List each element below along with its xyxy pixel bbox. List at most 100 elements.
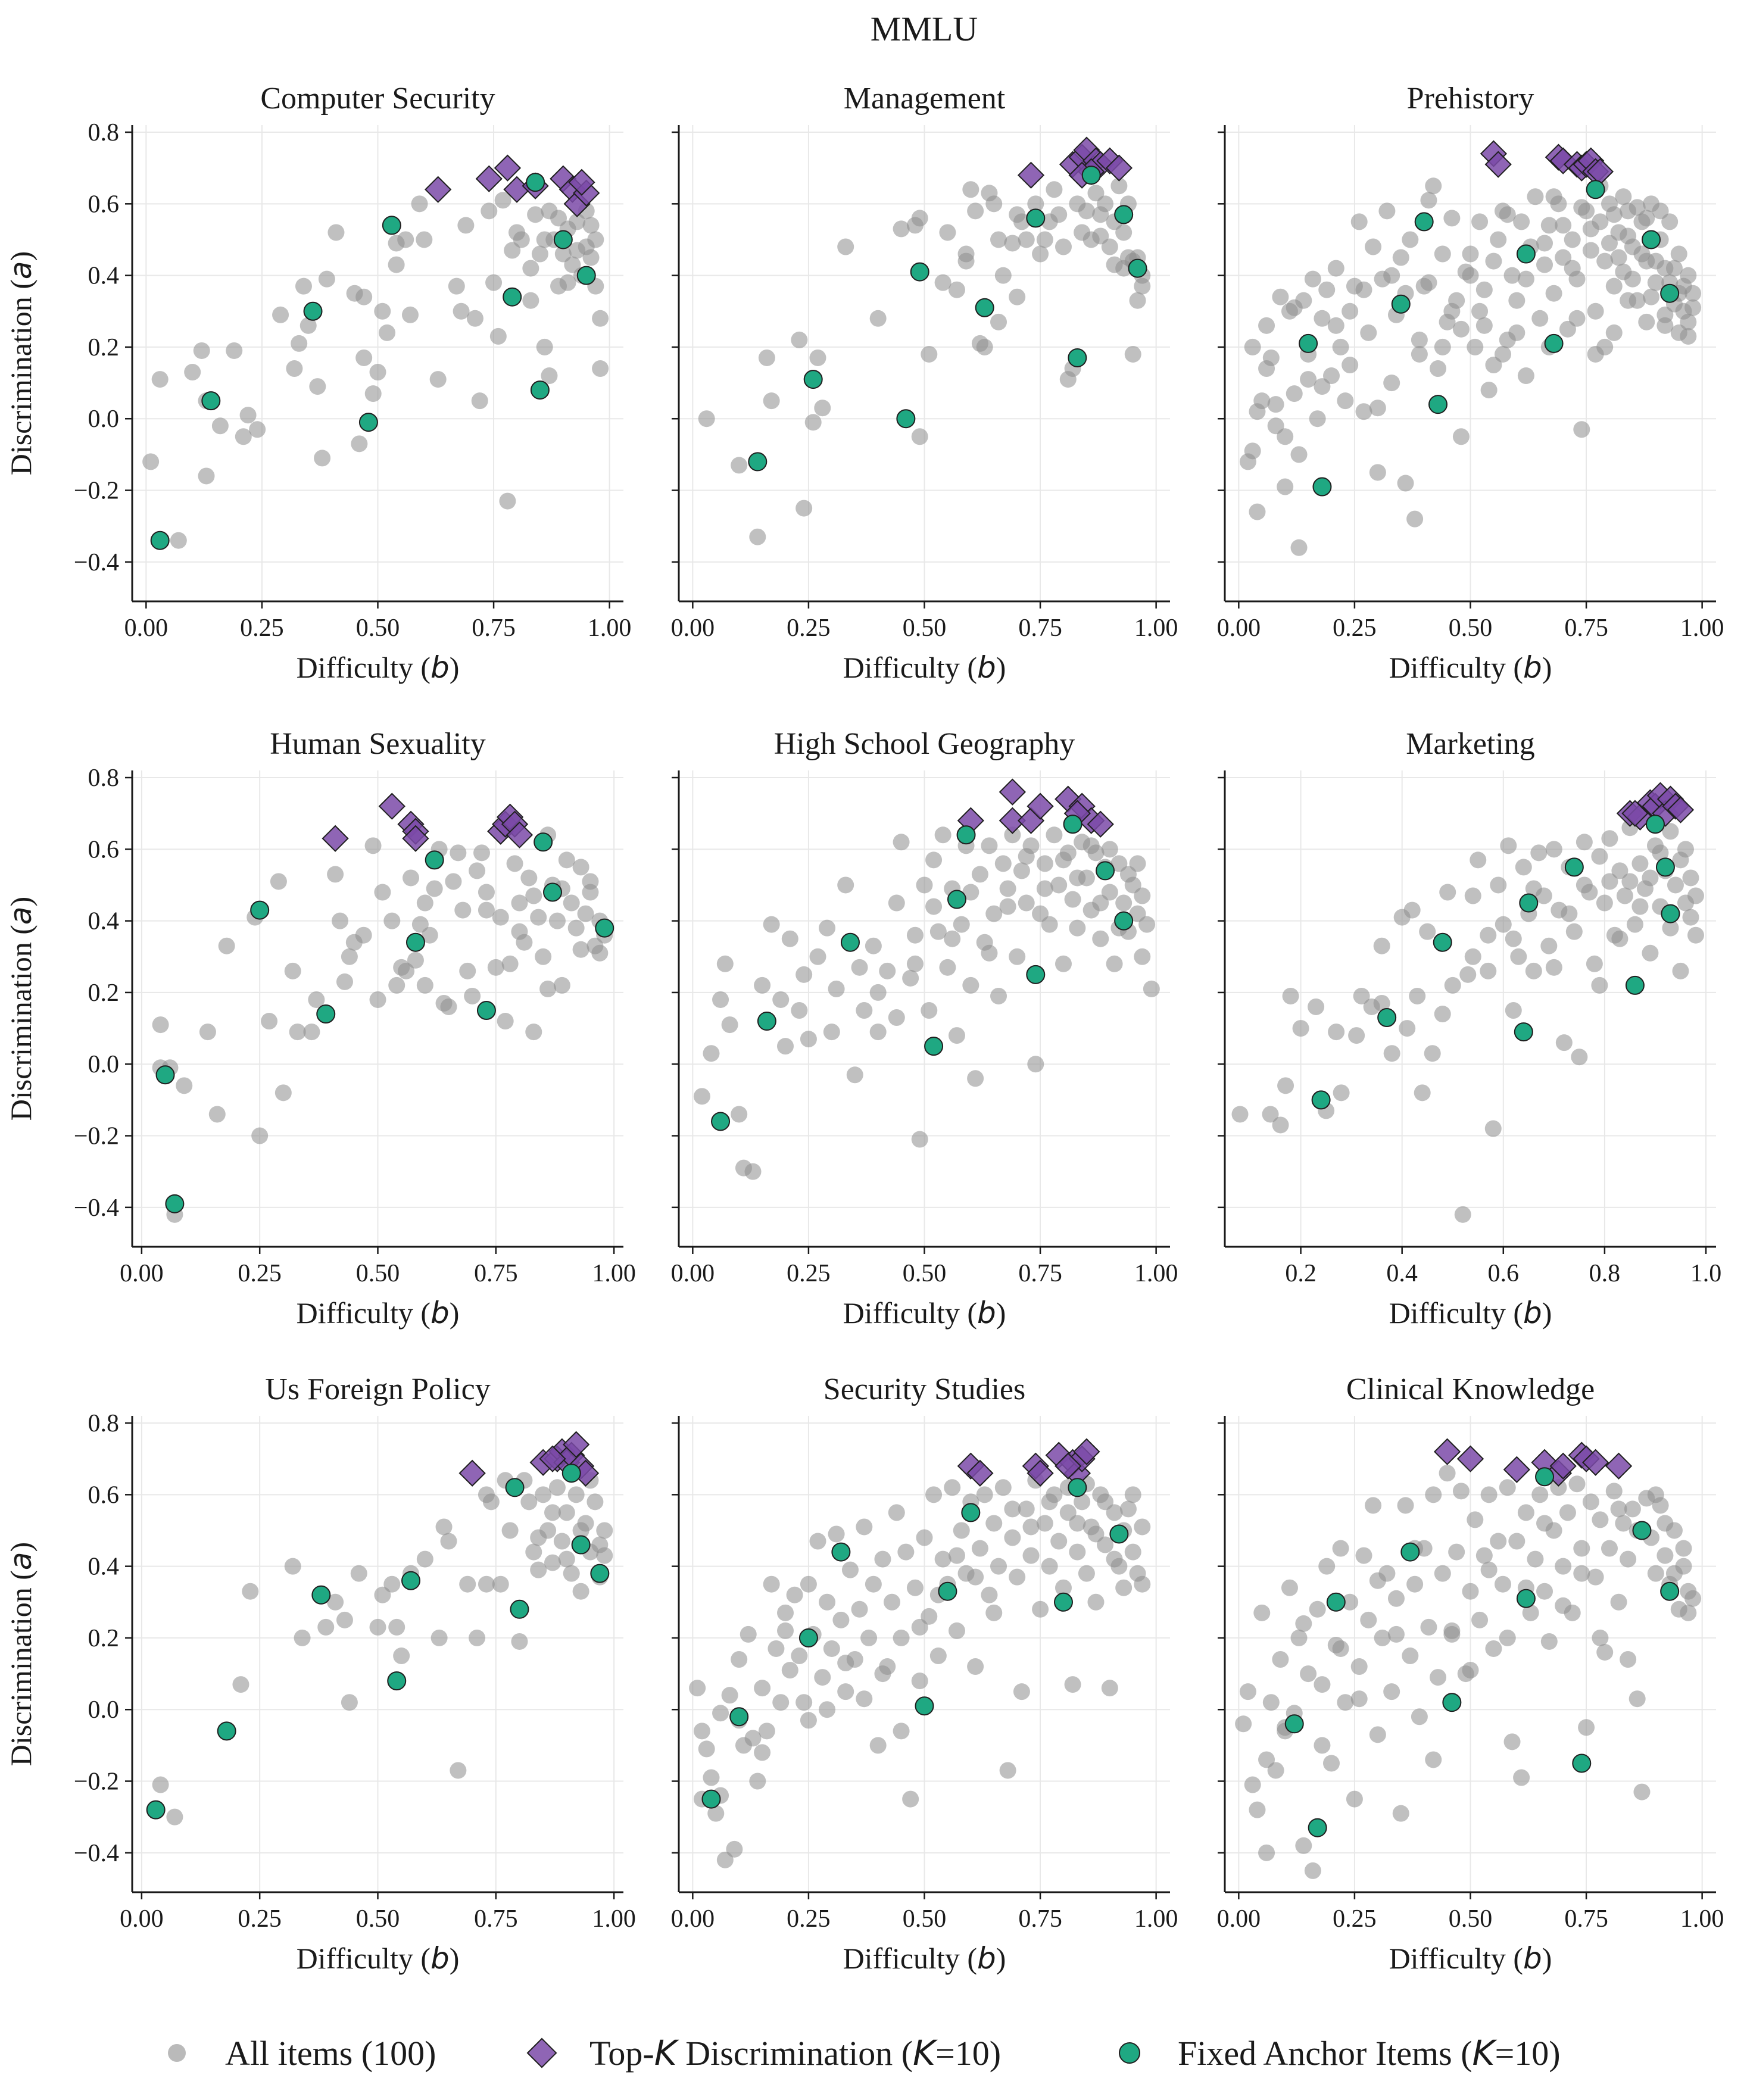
topk-point [1433,1438,1461,1465]
all-item-point [232,1676,249,1693]
all-item-point [1587,302,1604,320]
legend-topk-k: K [654,2033,679,2073]
y-tick-label: 0.4 [88,908,120,935]
anchor-point [1377,1008,1397,1028]
all-item-point [944,930,961,947]
all-item-point [1665,1565,1683,1582]
all-item-point [957,252,975,270]
all-item-point [1050,206,1068,223]
all-item-point [1505,930,1522,947]
all-item-point [1610,249,1627,266]
all-item-point [851,1600,868,1618]
all-item-point [569,242,586,259]
all-item-point [911,1618,928,1636]
all-item-point [1508,292,1525,309]
all-item-point [1462,245,1479,263]
anchor-point [1114,205,1134,224]
all-item-point [1290,539,1308,556]
all-item-point [242,1583,259,1600]
all-item-point [469,1629,486,1646]
all-item-point [893,1629,910,1646]
all-item-point [1601,1540,1618,1557]
anchor-point [382,216,401,235]
all-item-point [1564,260,1581,277]
all-item-point [535,1486,552,1503]
all-item-point [1499,206,1516,223]
all-item-point [355,349,373,366]
all-item-point [1353,987,1370,1004]
all-item-point [374,302,391,320]
all-item-point [1403,901,1421,919]
anchor-point [938,1581,957,1601]
all-item-point [1540,217,1558,234]
x-tick-label: 0.75 [474,1260,518,1287]
all-item-point [1452,320,1470,338]
all-item-point [1510,948,1527,965]
all-item-point [1420,1618,1437,1636]
all-item-point [1337,1694,1354,1711]
all-item-point [1143,980,1160,997]
all-item-point [1041,1493,1058,1511]
all-item-point [1360,324,1377,341]
all-item-point [1304,1862,1321,1879]
all-item-point [1471,302,1489,320]
all-item-point [1680,1604,1697,1621]
all-item-point [1402,231,1419,248]
all-item-point [1346,1790,1363,1808]
all-item-point [1332,1640,1349,1657]
anchor-point [1516,1589,1536,1608]
all-item-point [1036,1515,1053,1532]
x-axis-label: Difficulty (b) [843,650,1006,685]
y-axis-label-text: Discrimination ( [4,925,38,1121]
all-item-point [768,1640,785,1657]
all-item-point [1323,1755,1340,1772]
all-item-point [504,242,521,259]
all-item-point [888,894,905,912]
all-item-point [1582,1493,1599,1511]
all-item-point [1290,446,1308,463]
all-item-point [249,421,266,438]
all-item-point [1605,206,1623,223]
topk-point [1087,810,1114,838]
legend-anchor-label: Fixed Anchor Items (K=10) [1178,2033,1561,2073]
x-tick-label: 0.25 [238,1905,282,1933]
all-item-point [300,317,317,334]
x-tick-label: 0.75 [1564,614,1608,642]
anchor-point [1632,1521,1652,1540]
x-axis-label-var: b [977,1296,996,1330]
all-item-point [332,912,349,929]
all-item-point [440,1533,457,1550]
all-item-point [906,926,924,944]
all-item-point [1369,400,1386,417]
all-item-point [1596,1643,1614,1661]
all-item-point [364,837,382,854]
all-item-point [1036,231,1053,248]
all-item-point [791,1002,808,1019]
all-item-point [511,923,528,940]
panel-management: 0.00 0.25 0.50 0.75 1.00 Management Difficulty… [671,82,1178,685]
x-tick-label: 1.00 [1134,1905,1178,1933]
all-item-point [712,991,729,1008]
all-item-point [781,930,798,947]
x-tick-label: 0.25 [1333,614,1377,642]
all-item-point [1517,270,1534,288]
all-item-point [1350,213,1368,230]
all-item-point [1434,245,1451,263]
all-item-point [1249,403,1266,420]
anchor-point [748,452,768,472]
all-item-point [1610,1593,1627,1611]
all-item-point [469,862,486,879]
all-item-point [596,1547,613,1564]
all-item-point [1055,238,1072,255]
all-item-point [1452,1483,1470,1500]
x-tick-label: 0.50 [356,1905,400,1933]
topk-point [1055,1452,1082,1480]
all-item-point [906,955,924,972]
all-item-point [535,948,552,965]
all-item-point [763,392,780,410]
all-item-point [819,919,836,937]
x-axis-label: Difficulty (b) [1389,650,1552,685]
topk-point [1105,154,1133,182]
all-item-point [341,948,358,965]
all-item-point [698,1740,715,1758]
